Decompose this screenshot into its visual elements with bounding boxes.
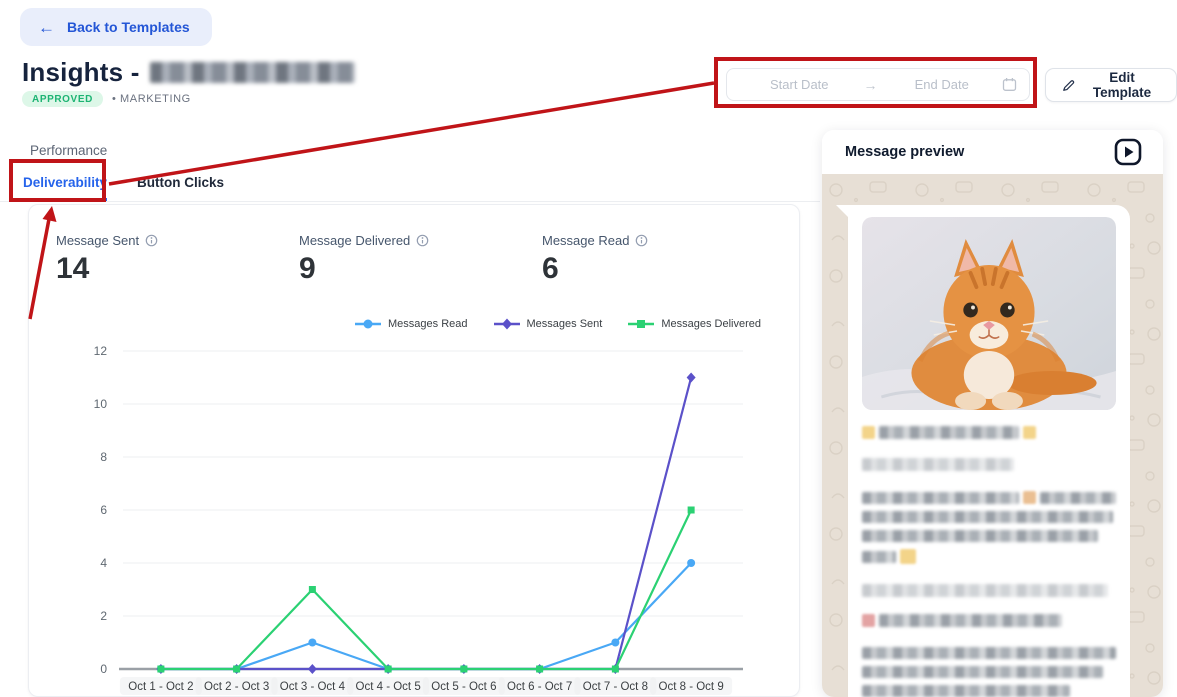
legend-marker-diamond-icon <box>493 318 520 330</box>
redacted-header-line <box>862 426 1116 439</box>
performance-section-label: Performance <box>30 143 108 158</box>
svg-text:Oct 7 - Oct 8: Oct 7 - Oct 8 <box>583 681 648 693</box>
calendar-icon <box>1002 78 1017 91</box>
template-category: • MARKETING <box>111 93 191 105</box>
emoji-yellow <box>862 426 875 439</box>
redacted-paragraph <box>862 647 1116 697</box>
svg-text:8: 8 <box>100 450 107 464</box>
stat-message-delivered-label: Message Delivered <box>299 233 411 248</box>
date-range-arrow-icon: → <box>863 76 878 93</box>
edit-template-label: Edit Template <box>1092 70 1152 100</box>
back-to-templates-button[interactable]: ← Back to Templates <box>20 8 212 46</box>
svg-text:10: 10 <box>94 397 108 411</box>
stats-row: Message Sent 14 Message Delivered 9 Mess… <box>56 233 785 286</box>
redacted-text-line <box>862 458 1014 471</box>
legend-label: Messages Delivered <box>661 318 761 330</box>
svg-text:6: 6 <box>100 503 107 517</box>
tab-button-clicks[interactable]: Button Clicks <box>137 175 225 190</box>
info-icon[interactable] <box>145 234 158 247</box>
performance-tabs: Deliverability Button Clicks <box>0 162 820 202</box>
end-date-field[interactable]: End Date <box>914 77 969 92</box>
stat-message-sent-value: 14 <box>56 252 90 285</box>
play-preview-icon[interactable] <box>1113 137 1143 167</box>
message-bubble <box>836 205 1130 697</box>
date-range-picker[interactable]: Start Date → End Date <box>726 68 1030 101</box>
redacted-paragraph <box>862 491 1116 564</box>
template-meta: APPROVED • MARKETING <box>22 91 191 107</box>
svg-text:Oct 2 - Oct 3: Oct 2 - Oct 3 <box>204 681 269 693</box>
message-preview-header: Message preview <box>822 130 1163 174</box>
legend-item[interactable]: Messages Sent <box>493 318 603 330</box>
svg-text:Oct 3 - Oct 4: Oct 3 - Oct 4 <box>280 681 346 693</box>
legend-marker-circle-icon <box>355 319 382 329</box>
redacted-text-line <box>862 614 1116 627</box>
stat-message-sent-label: Message Sent <box>56 233 140 248</box>
chart-legend: Messages Read Messages Sent Messages Deliv… <box>355 318 761 330</box>
whatsapp-chat-background <box>822 174 1163 697</box>
deliverability-line-chart[interactable]: 0 2 4 6 8 10 12 Oct 1 - Oct 2 Oct 2 - Oct 3 Oct 3… <box>43 335 787 695</box>
status-badge: APPROVED <box>22 91 103 107</box>
deliverability-card: Message Sent 14 Message Delivered 9 Mess… <box>28 204 800 697</box>
svg-text:Oct 6 - Oct 7: Oct 6 - Oct 7 <box>507 681 572 693</box>
svg-text:0: 0 <box>100 662 107 676</box>
page-title-row: Insights - <box>22 57 355 88</box>
stat-message-read: Message Read 6 <box>542 233 785 286</box>
redacted-template-name <box>149 62 355 83</box>
message-preview-panel: Message preview <box>822 130 1163 697</box>
bubble-tail <box>836 205 849 218</box>
redacted-text-line <box>862 584 1109 597</box>
svg-text:2: 2 <box>100 609 107 623</box>
svg-text:4: 4 <box>100 556 107 570</box>
svg-text:Oct 8 - Oct 9: Oct 8 - Oct 9 <box>659 681 724 693</box>
emoji-red <box>862 614 875 627</box>
stat-message-sent: Message Sent 14 <box>56 233 299 286</box>
svg-text:Oct 4 - Oct 5: Oct 4 - Oct 5 <box>356 681 421 693</box>
page-title: Insights - <box>22 57 140 87</box>
back-to-templates-label: Back to Templates <box>67 19 190 35</box>
tab-deliverability[interactable]: Deliverability <box>23 175 108 201</box>
start-date-field[interactable]: Start Date <box>769 77 829 92</box>
edit-template-button[interactable]: Edit Template <box>1045 68 1177 102</box>
legend-label: Messages Read <box>388 318 468 330</box>
emoji-yellow <box>1023 426 1036 439</box>
info-icon[interactable] <box>635 234 648 247</box>
stat-message-delivered-value: 9 <box>299 252 316 285</box>
stat-message-delivered: Message Delivered 9 <box>299 233 542 286</box>
svg-text:12: 12 <box>94 344 108 358</box>
legend-label: Messages Sent <box>526 318 603 330</box>
cat-photo <box>862 217 1116 410</box>
stat-message-read-value: 6 <box>542 252 559 285</box>
message-preview-title: Message preview <box>845 144 965 160</box>
back-arrow-icon: ← <box>38 17 55 37</box>
legend-item[interactable]: Messages Read <box>355 318 468 330</box>
redacted-text <box>879 426 1019 439</box>
legend-item[interactable]: Messages Delivered <box>628 318 761 330</box>
info-icon[interactable] <box>416 234 429 247</box>
svg-text:Oct 5 - Oct 6: Oct 5 - Oct 6 <box>431 681 496 693</box>
stat-message-read-label: Message Read <box>542 233 630 248</box>
svg-text:Oct 1 - Oct 2: Oct 1 - Oct 2 <box>128 681 193 693</box>
legend-marker-square-icon <box>628 320 655 328</box>
pencil-icon <box>1063 79 1075 91</box>
